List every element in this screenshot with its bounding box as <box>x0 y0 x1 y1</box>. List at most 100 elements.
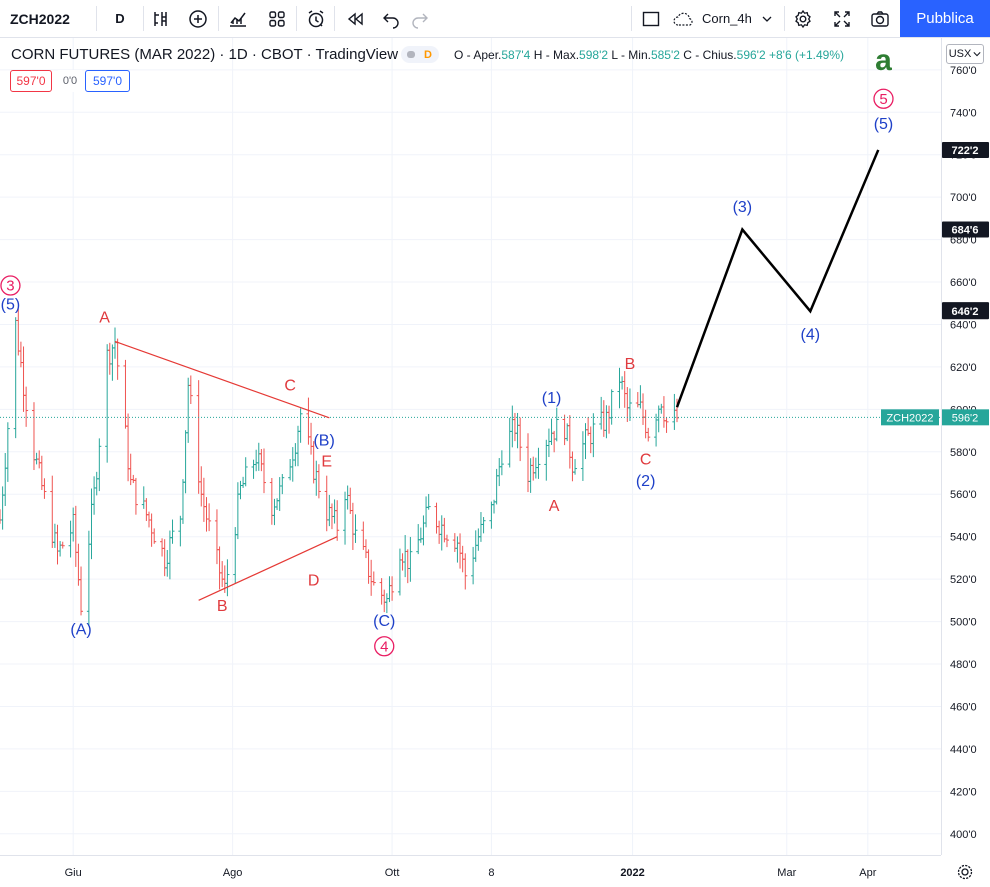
ohlc-bar <box>94 471 99 496</box>
undo-icon[interactable] <box>378 0 404 37</box>
templates-icon[interactable] <box>263 0 291 37</box>
wave-label: C <box>284 377 296 394</box>
trendline[interactable] <box>198 536 338 601</box>
time-axis[interactable] <box>0 855 941 887</box>
ohlc-bar <box>625 387 630 422</box>
currency-selector[interactable]: USX <box>946 44 984 64</box>
ohlc-bar <box>552 430 557 453</box>
ohlc-bar <box>570 451 575 482</box>
price-tick-label: 460'0 <box>950 701 977 713</box>
open-value: 587'4 <box>501 48 531 62</box>
ohlc-bar <box>554 407 559 442</box>
layout-name-button[interactable]: Corn_4h <box>672 0 782 37</box>
price-tick-label: 680'0 <box>950 235 977 247</box>
projection-price-label: 646'2 <box>942 303 989 320</box>
projection-path[interactable] <box>675 149 880 408</box>
price-tick-label: 640'0 <box>950 319 977 331</box>
redo-icon[interactable] <box>407 0 433 37</box>
price-tick-label: 620'0 <box>950 362 977 374</box>
toolbar-divider <box>334 6 335 31</box>
ohlc-bar <box>476 528 481 551</box>
ohlc-bar <box>426 493 431 510</box>
ohlc-bar <box>178 515 183 547</box>
market-status-badge[interactable]: D <box>401 46 439 63</box>
ohlc-bar <box>588 426 593 454</box>
ohlc-bar <box>243 457 248 487</box>
ohlc-bar <box>546 428 551 458</box>
low-value: 585'2 <box>650 48 680 62</box>
ohlc-bar <box>207 503 212 532</box>
wave-label-text: 5 <box>879 91 887 108</box>
ohlc-bar <box>37 450 42 469</box>
symbol-price-tag: ZCH2022 <box>881 409 939 426</box>
ohlc-bar <box>458 533 463 569</box>
ohlc-bar <box>128 453 133 486</box>
ohlc-bar <box>152 528 157 544</box>
ohlc-bar <box>97 438 102 492</box>
ohlc-bar <box>170 519 175 544</box>
toolbar-divider <box>218 6 219 31</box>
ohlc-bar <box>403 535 408 578</box>
interval-button[interactable]: D <box>115 11 125 26</box>
ohlc-bar <box>379 578 384 605</box>
svg-text:ZCH2022: ZCH2022 <box>886 412 933 424</box>
replay-icon[interactable] <box>341 0 369 37</box>
sell-button[interactable]: 597'0 <box>10 70 52 92</box>
ohlc-bar <box>42 478 47 499</box>
indicators-icon[interactable] <box>147 0 175 37</box>
low-label: L - Min. <box>611 48 651 62</box>
ohlc-bar <box>439 515 444 551</box>
ohlc-bar <box>272 498 277 526</box>
trendline[interactable] <box>114 340 330 419</box>
axis-settings-icon[interactable] <box>957 864 973 880</box>
time-tick-label: Apr <box>859 867 876 879</box>
ohlc-bar <box>92 476 97 515</box>
chart-style-icon[interactable] <box>224 0 252 37</box>
ohlc-bar <box>24 386 29 427</box>
ohlc-bar <box>387 576 392 603</box>
ohlc-bar <box>473 530 478 562</box>
wave-label: D <box>308 572 320 589</box>
add-compare-icon[interactable] <box>184 0 212 37</box>
ohlc-bar <box>107 342 112 375</box>
symbol-search-button[interactable]: ZCH2022 <box>10 10 70 27</box>
ohlc-bar <box>536 447 541 479</box>
ohlc-bar <box>515 412 520 449</box>
ohlc-bar <box>288 459 293 481</box>
ohlc-bar <box>5 422 10 482</box>
camera-icon[interactable] <box>866 0 894 37</box>
ohlc-bar <box>583 423 588 460</box>
buy-button[interactable]: 597'0 <box>85 70 130 92</box>
ohlc-bar <box>259 449 264 472</box>
cloud-icon <box>672 11 696 27</box>
ohlc-bar <box>262 448 267 494</box>
ohlc-bar <box>52 523 57 548</box>
alert-icon[interactable] <box>302 0 330 37</box>
wave-label: (2) <box>636 473 656 490</box>
ohlc-bar <box>497 458 502 487</box>
toolbar-divider <box>143 6 144 31</box>
publish-button[interactable]: Pubblica <box>900 0 990 37</box>
ohlc-bar <box>418 527 423 543</box>
ohlc-bar <box>549 418 554 445</box>
axes: 400'0420'0440'0460'0480'0500'0520'0540'0… <box>0 38 990 887</box>
settings-icon[interactable] <box>789 0 817 37</box>
high-value: 598'2 <box>579 48 609 62</box>
price-tick-label: 540'0 <box>950 532 977 544</box>
price-chart[interactable]: 3(5)(A)ABC(B)ED(C)4(1)ABC(2)(3)(4)a5(5) … <box>0 38 990 887</box>
time-tick-label: 8 <box>488 867 494 879</box>
ohlc-bar <box>186 377 191 443</box>
ohlc-bar <box>421 515 426 546</box>
ohlc-bar <box>397 548 402 596</box>
ohlc-bar <box>327 494 332 527</box>
price-tick-label: 480'0 <box>950 659 977 671</box>
ohlc-bar <box>21 346 26 412</box>
wave-label: (B) <box>313 432 334 449</box>
price-axis[interactable] <box>941 38 990 887</box>
chart-title: CORN FUTURES (MAR 2022) · 1D · CBOT · Tr… <box>11 46 399 63</box>
fullscreen-box-icon[interactable] <box>638 0 664 37</box>
ohlc-bar <box>664 417 669 433</box>
fullscreen-icon[interactable] <box>828 0 856 37</box>
ohlc-bar <box>463 553 468 590</box>
ohlc-bar <box>68 520 73 558</box>
